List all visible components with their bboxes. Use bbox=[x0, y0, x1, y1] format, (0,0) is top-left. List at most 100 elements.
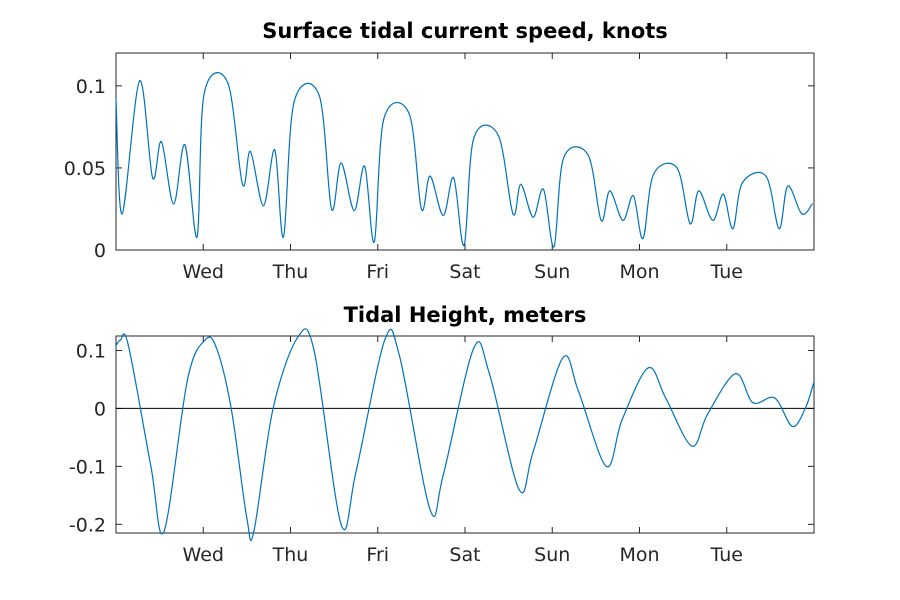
data-point bbox=[330, 208, 333, 210]
data-point bbox=[442, 214, 444, 217]
data-point bbox=[355, 471, 357, 473]
data-point bbox=[373, 241, 375, 243]
data-point bbox=[542, 188, 545, 190]
chart-title: Surface tidal current speed, knots bbox=[262, 19, 668, 43]
data-point bbox=[121, 213, 123, 215]
data-point bbox=[408, 113, 410, 115]
x-tick-label: Wed bbox=[183, 544, 224, 566]
data-point bbox=[399, 355, 401, 357]
data-point bbox=[722, 193, 724, 195]
data-point bbox=[227, 82, 229, 84]
data-point bbox=[340, 162, 342, 164]
x-tick-label: Sun bbox=[534, 544, 570, 566]
data-point bbox=[453, 177, 455, 179]
data-point bbox=[497, 134, 499, 136]
data-point bbox=[698, 190, 700, 192]
data-point bbox=[152, 177, 154, 179]
data-point bbox=[383, 118, 385, 120]
data-point bbox=[293, 101, 295, 103]
x-tick-label: Mon bbox=[619, 261, 659, 283]
data-point bbox=[605, 465, 607, 467]
data-point bbox=[184, 144, 186, 146]
x-tick-label: Sun bbox=[534, 261, 570, 283]
data-point bbox=[765, 175, 767, 177]
data-point bbox=[813, 381, 815, 383]
tidal-height-panel: Wed Thu Fri Sat Sun Mon Tue -0.2 -0.1 0 0.1 Tidal H… bbox=[69, 303, 815, 566]
data-point bbox=[313, 349, 315, 352]
x-tick-label: Thu bbox=[272, 544, 309, 566]
data-point bbox=[473, 347, 475, 349]
data-point bbox=[429, 509, 431, 511]
data-point bbox=[160, 141, 162, 143]
data-point bbox=[752, 402, 754, 404]
data-point bbox=[732, 228, 734, 230]
x-tick-label: Thu bbox=[272, 261, 309, 283]
plot-area bbox=[115, 52, 815, 251]
y-tick-label: 0.1 bbox=[76, 76, 106, 98]
data-point bbox=[139, 80, 141, 82]
data-point bbox=[778, 228, 780, 230]
data-point bbox=[186, 378, 189, 381]
data-point bbox=[811, 203, 813, 205]
y-tick-label: 0.05 bbox=[64, 158, 106, 180]
data-point bbox=[642, 237, 644, 240]
data-point bbox=[119, 339, 121, 341]
data-point bbox=[296, 337, 299, 339]
data-point bbox=[518, 488, 520, 491]
data-point bbox=[774, 397, 776, 399]
data-point bbox=[791, 425, 793, 427]
data-point bbox=[318, 95, 320, 97]
data-point bbox=[553, 246, 555, 248]
data-point bbox=[804, 407, 806, 409]
x-tick-label: Sat bbox=[449, 544, 480, 566]
x-tick-label: Wed bbox=[183, 261, 224, 283]
data-point bbox=[741, 182, 744, 184]
x-tick-label: Tue bbox=[710, 261, 743, 283]
x-tick-label: Fri bbox=[366, 261, 389, 283]
data-point bbox=[246, 517, 248, 520]
data-point bbox=[230, 407, 232, 409]
data-point bbox=[340, 523, 342, 525]
data-point bbox=[609, 190, 611, 192]
y-tick-label: 0.1 bbox=[76, 340, 106, 362]
data-point bbox=[196, 236, 198, 238]
plot-area bbox=[115, 335, 815, 534]
data-point bbox=[163, 530, 165, 532]
data-point bbox=[420, 208, 422, 210]
data-point bbox=[562, 357, 564, 359]
data-point bbox=[241, 183, 244, 185]
data-point bbox=[249, 150, 251, 153]
data-point bbox=[203, 93, 205, 95]
y-tick-label: -0.1 bbox=[69, 456, 106, 478]
data-point bbox=[632, 195, 635, 197]
data-point bbox=[652, 173, 655, 176]
data-point bbox=[215, 347, 217, 349]
data-point bbox=[563, 157, 565, 159]
data-point bbox=[253, 530, 255, 532]
data-point bbox=[473, 137, 475, 139]
data-point bbox=[520, 183, 522, 185]
data-point bbox=[262, 205, 265, 207]
data-point bbox=[689, 223, 691, 225]
data-point bbox=[712, 219, 714, 221]
x-tick-label: Fri bbox=[366, 544, 389, 566]
data-point bbox=[127, 344, 129, 346]
y-tick-label: -0.2 bbox=[69, 514, 106, 536]
data-point bbox=[173, 203, 175, 205]
x-tick-label: Mon bbox=[619, 544, 659, 566]
data-point bbox=[647, 367, 649, 369]
chart-title: Tidal Height, meters bbox=[344, 303, 587, 327]
data-point bbox=[442, 474, 444, 476]
data-point bbox=[150, 465, 152, 467]
data-point bbox=[532, 451, 534, 453]
data-point bbox=[577, 390, 580, 392]
data-point bbox=[463, 244, 465, 246]
data-point bbox=[115, 345, 117, 347]
data-point bbox=[691, 445, 693, 447]
y-tick-label: 0 bbox=[94, 398, 106, 420]
data-point bbox=[115, 98, 117, 100]
x-tick-label: Tue bbox=[710, 544, 743, 566]
data-point bbox=[364, 165, 366, 167]
data-point bbox=[787, 185, 789, 187]
